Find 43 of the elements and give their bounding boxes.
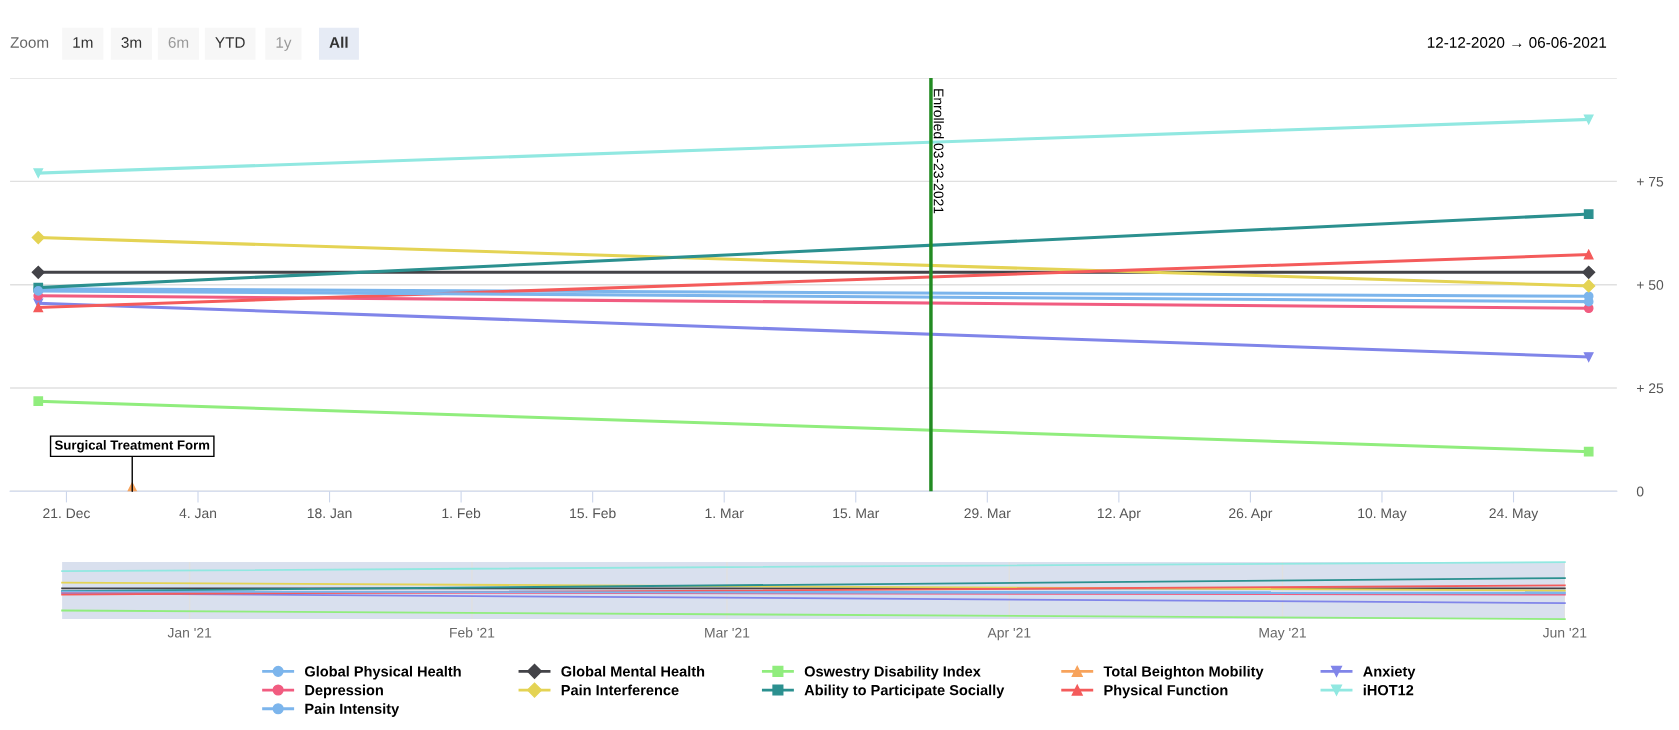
text: 12-12-2020 → 06-06-2021 bbox=[1427, 37, 1607, 48]
text: 1m bbox=[73, 37, 93, 48]
annotation: Surgical Treatment Form bbox=[54, 440, 210, 453]
x-tick-label: 10. May bbox=[1358, 508, 1407, 521]
x-tick-label: 15. Mar bbox=[833, 508, 880, 519]
legend-label: iHOT12 bbox=[1363, 684, 1414, 696]
y-tick-label: + 50 bbox=[1637, 280, 1664, 290]
x-tick-label: Feb '21 bbox=[450, 627, 495, 638]
ref-line-label: Enrolled 03-23-2021 bbox=[933, 89, 944, 214]
y-tick-label: + 75 bbox=[1637, 176, 1664, 187]
legend-label: Pain Interference bbox=[561, 684, 679, 696]
legend-label: Oswestry Disability Index bbox=[804, 665, 981, 680]
x-tick-label: May '21 bbox=[1259, 627, 1306, 641]
x-tick-label: 4. Jan bbox=[179, 508, 217, 519]
legend-label: Anxiety bbox=[1363, 665, 1416, 680]
legend-label: Physical Function bbox=[1104, 684, 1228, 699]
text: Zoom bbox=[10, 37, 49, 48]
x-tick-label: 18. Jan bbox=[307, 508, 352, 519]
text: 6m bbox=[168, 37, 189, 48]
x-tick-label: Jan '21 bbox=[167, 627, 212, 638]
text: 3m bbox=[121, 37, 142, 48]
legend-label: Global Physical Health bbox=[304, 665, 461, 680]
y-tick-label: + 25 bbox=[1637, 383, 1664, 394]
x-tick-label: 12. Apr bbox=[1097, 508, 1141, 521]
legend-label: Total Beighton Mobility bbox=[1103, 665, 1264, 680]
x-tick-label: 21. Dec bbox=[43, 508, 91, 519]
text: YTD bbox=[215, 37, 245, 48]
text: All bbox=[329, 36, 348, 48]
x-tick-label: 29. Mar bbox=[964, 508, 1011, 519]
x-tick-label: 1. Mar bbox=[705, 508, 744, 519]
x-tick-label: Apr '21 bbox=[987, 627, 1031, 641]
legend-label: Depression bbox=[305, 684, 383, 699]
legend-label: Global Mental Health bbox=[561, 665, 705, 677]
x-tick-label: 15. Feb bbox=[570, 507, 616, 519]
y-tick-label: 0 bbox=[1636, 486, 1644, 497]
text: 1y bbox=[276, 37, 292, 51]
x-tick-label: 24. May bbox=[1489, 508, 1539, 521]
legend-label: Ability to Participate Socially bbox=[804, 684, 1005, 699]
legend-label: Pain Intensity bbox=[305, 703, 400, 717]
x-tick-label: Mar '21 bbox=[705, 627, 750, 638]
x-tick-label: Jun '21 bbox=[1542, 627, 1587, 638]
x-tick-label: 1. Feb bbox=[442, 507, 481, 519]
x-tick-label: 26. Apr bbox=[1229, 508, 1273, 521]
